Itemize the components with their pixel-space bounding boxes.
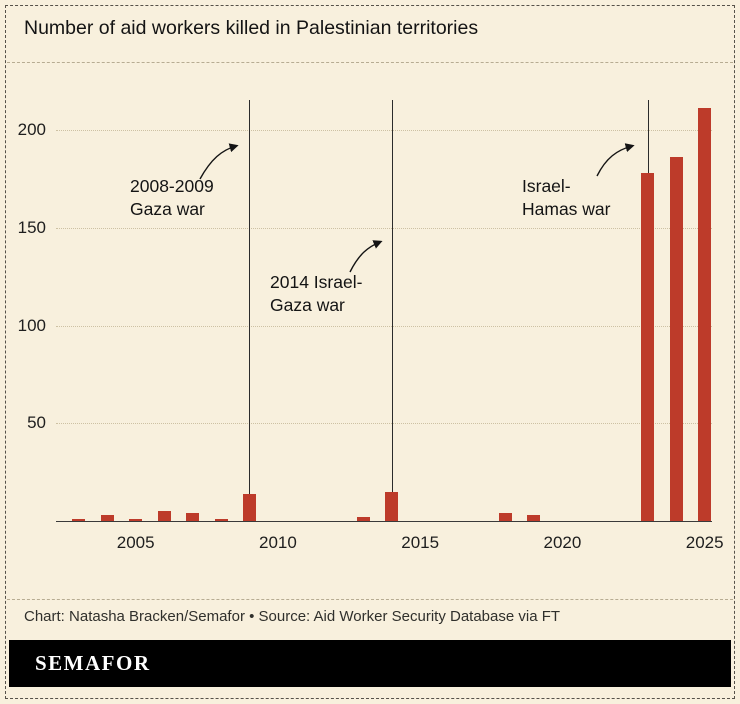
gridline-100 (56, 325, 712, 327)
credit-line: Chart: Natasha Bracken/Semafor • Source:… (24, 608, 561, 625)
annotation-arrow-2014 (349, 240, 383, 273)
y-tick-label-50: 50 (27, 413, 46, 433)
annotation-text-line: Hamas war (522, 199, 611, 219)
annotation-arrow-2023 (596, 143, 635, 177)
x-tick-label-2025: 2025 (685, 533, 724, 552)
bar-2006 (157, 511, 171, 521)
gridline-200 (56, 130, 712, 131)
event-line-2014 (391, 100, 393, 521)
chart-title: Number of aid workers killed in Palestin… (24, 17, 479, 39)
bar-2025 (698, 108, 712, 521)
annotation-text-line: 2014 Israel- (270, 272, 363, 292)
semafor-logo-bar: SEMAFOR (9, 640, 731, 687)
annotation-text-line: Gaza war (270, 295, 345, 315)
bar-2005 (129, 519, 143, 521)
y-tick-label-150: 150 (17, 217, 46, 237)
bar-2004 (100, 515, 114, 521)
annotation-2023: Israel- Hamas war (522, 175, 611, 221)
x-tick-label-2005: 2005 (116, 533, 155, 552)
bar-2024 (669, 157, 683, 521)
bar-2009 (242, 493, 256, 521)
x-tick-label-2015: 2015 (401, 533, 440, 552)
x-tick-label-2010: 2010 (258, 533, 297, 552)
bar-2023 (641, 173, 655, 521)
annotation-text-line: Gaza war (130, 199, 205, 219)
annotation-2014: 2014 Israel- Gaza war (270, 271, 362, 317)
bar-2018 (499, 513, 512, 521)
gridline-150 (56, 227, 712, 229)
annotation-2009: 2008-2009 Gaza war (130, 175, 214, 221)
event-line-2009 (249, 100, 251, 521)
bar-2007 (186, 513, 200, 521)
semafor-logo: SEMAFOR (35, 651, 151, 675)
bar-2003 (72, 519, 86, 521)
annotation-text-line: Israel- (522, 176, 571, 196)
bar-2014 (385, 491, 399, 521)
bar-2013 (356, 517, 370, 521)
bar-2008 (214, 519, 228, 521)
x-tick-label-2020: 2020 (543, 533, 582, 552)
gridline-50 (56, 423, 712, 425)
y-tick-label-200: 200 (17, 120, 46, 139)
x-axis-line (56, 521, 712, 522)
credit-separator (7, 599, 733, 600)
bar-2019 (527, 515, 541, 521)
y-tick-label-100: 100 (17, 315, 46, 335)
annotation-text-line: 2008-2009 (130, 176, 214, 196)
title-separator (7, 62, 733, 63)
